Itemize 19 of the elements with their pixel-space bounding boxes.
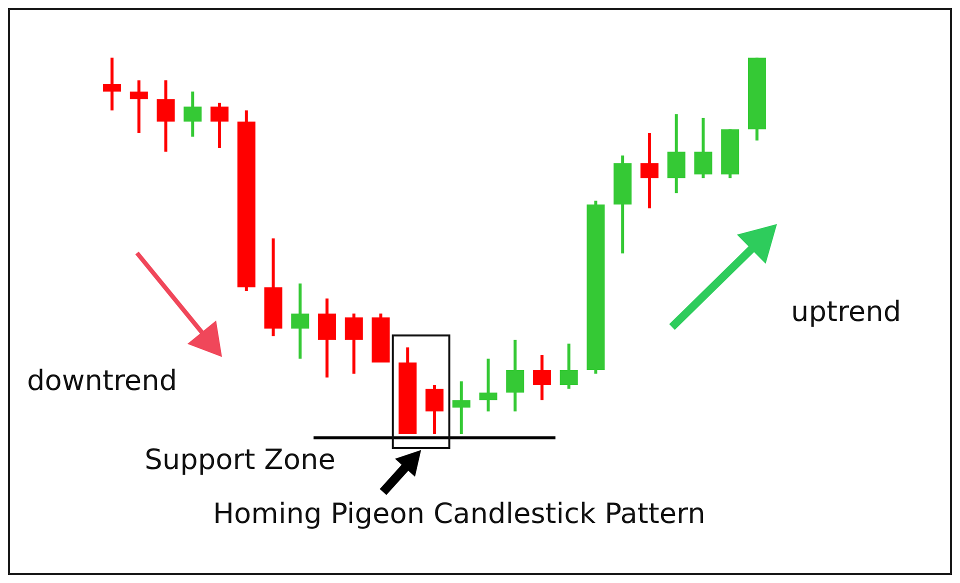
candlestick — [210, 102, 229, 148]
ref-line-label: Support Zone — [144, 442, 336, 476]
candlestick — [479, 358, 498, 412]
annotation: downtrend — [27, 364, 178, 397]
candlestick — [694, 118, 712, 178]
candlestick — [156, 80, 175, 152]
candlestick — [103, 58, 122, 110]
candlestick — [291, 283, 310, 359]
candlestick — [560, 344, 578, 389]
candlestick — [344, 314, 363, 374]
candlestick — [130, 80, 148, 133]
candlestick — [184, 92, 202, 137]
text: uptrend — [791, 295, 902, 328]
text: Homing Pigeon Candlestick Pattern — [213, 497, 706, 530]
candlestick — [640, 132, 658, 208]
candlestick — [532, 354, 551, 400]
candlestick — [506, 340, 524, 412]
candlestick — [452, 381, 470, 434]
candlestick — [426, 385, 444, 434]
